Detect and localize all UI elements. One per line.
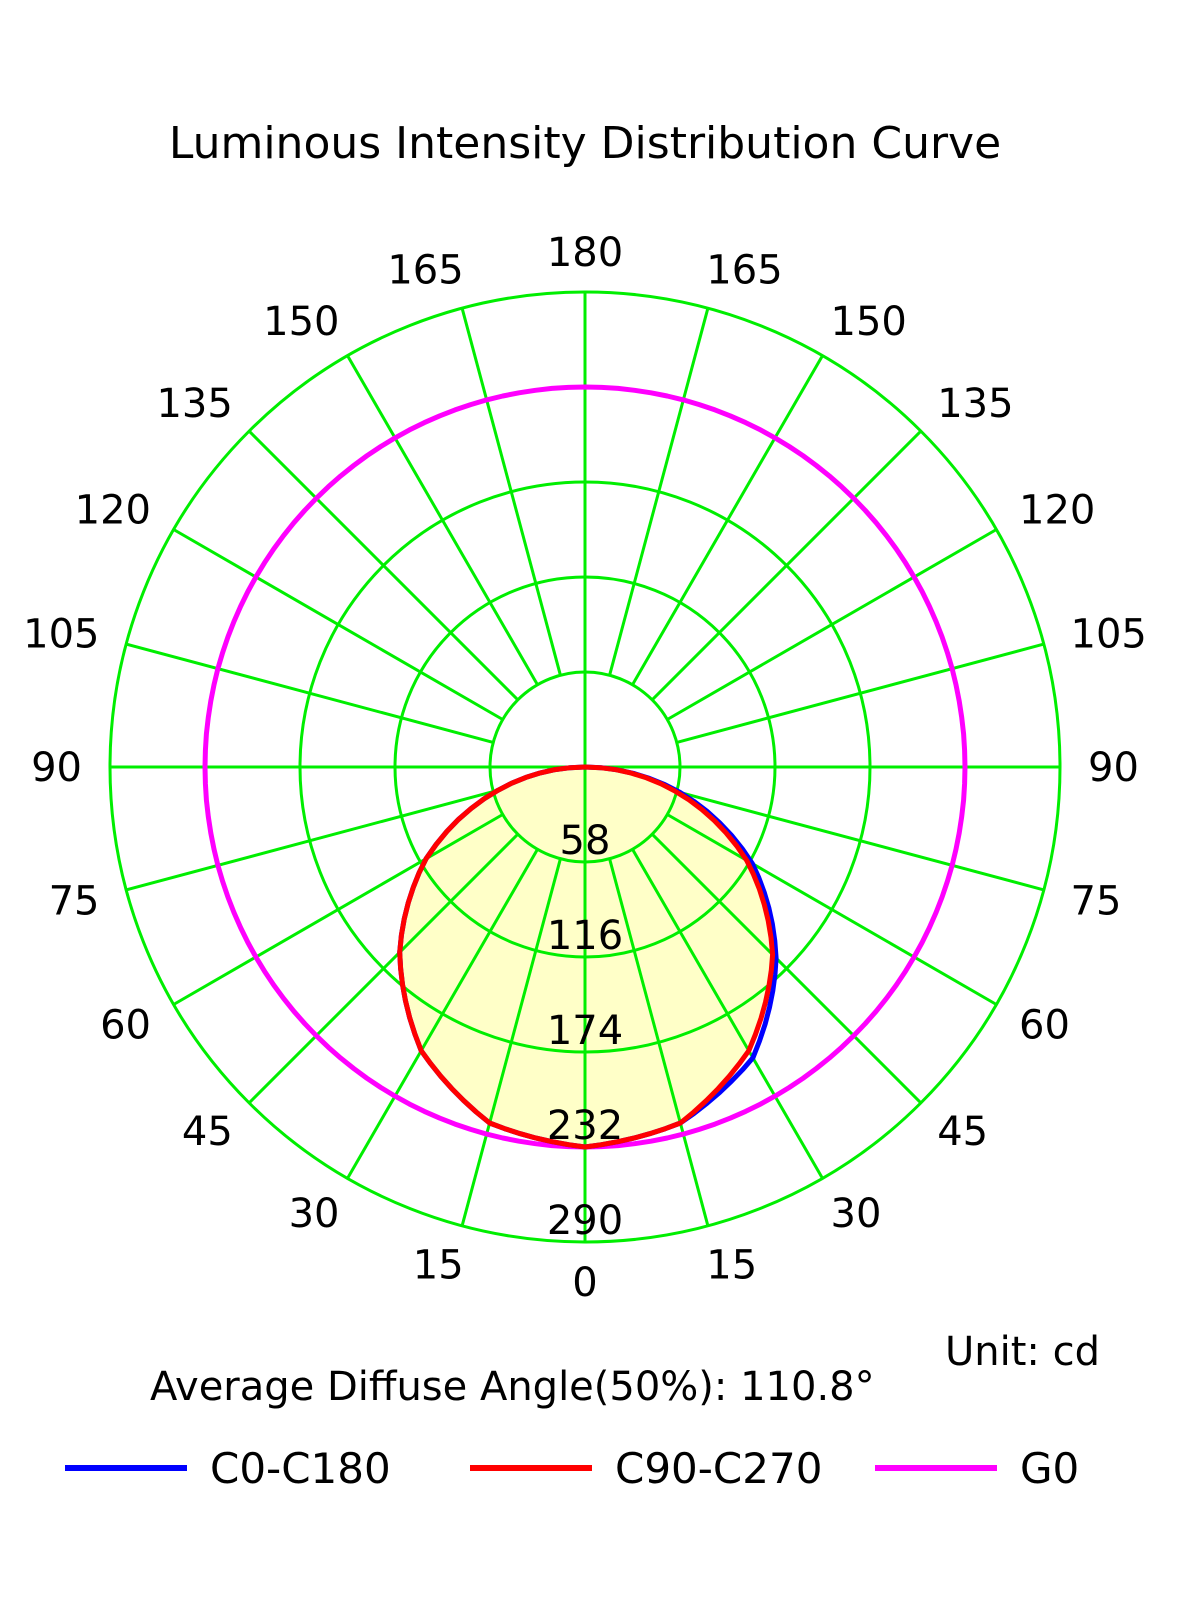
angle-label-left-135: 135 — [156, 381, 232, 427]
angle-label-right-75: 75 — [1071, 878, 1122, 924]
angle-label-left-120: 120 — [75, 488, 151, 534]
radial-tick-labels: 58 116 174 232 290 — [547, 818, 623, 1244]
grid-spoke-60-left — [172, 813, 504, 1006]
angle-label-right-60: 60 — [1019, 1003, 1070, 1049]
grid-spoke-120-right — [666, 528, 998, 721]
angle-label-right-45: 45 — [937, 1109, 988, 1155]
angle-label-left-75: 75 — [49, 878, 100, 924]
angle-label-right-120: 120 — [1019, 488, 1095, 534]
series-curves — [202, 384, 968, 1150]
angle-label-left-165: 165 — [387, 248, 463, 294]
angle-label-left-30: 30 — [289, 1191, 340, 1237]
angle-label-left-180: 180 — [547, 230, 623, 276]
angle-label-left-45: 45 — [182, 1109, 233, 1155]
legend-label-G0: G0 — [1020, 1444, 1079, 1493]
grid-spoke-15-left — [460, 858, 562, 1227]
angle-labels: 0 15 30 45 60 75 90 105 120 135 150 165 180 15 30 45 60 7… — [23, 230, 1147, 1306]
grid-spoke-30-right — [631, 848, 824, 1180]
average-diffuse-angle: Average Diffuse Angle(50%): 110.8° — [150, 1364, 875, 1410]
radial-tick-174: 174 — [547, 1008, 623, 1054]
grid-spoke-135-left — [248, 430, 519, 701]
radial-tick-116: 116 — [547, 913, 623, 959]
angle-label-right-135: 135 — [937, 381, 1013, 427]
series-C90-C270 — [397, 764, 776, 1150]
grid-spoke-150-right — [631, 354, 824, 686]
angle-label-left-60: 60 — [100, 1003, 151, 1049]
angle-label-right-165: 165 — [706, 248, 782, 294]
angle-label-right-105: 105 — [1071, 612, 1147, 658]
grid-spoke-105-right — [676, 642, 1045, 744]
angle-label-left-105: 105 — [23, 612, 99, 658]
angle-label-left-90: 90 — [31, 745, 82, 791]
grid-spoke-120-left — [172, 528, 504, 721]
legend-label-C0-C180: C0-C180 — [210, 1444, 391, 1493]
angle-label-right-30: 30 — [831, 1191, 882, 1237]
grid-spoke-165-right — [608, 307, 710, 676]
angle-label-left-0: 0 — [572, 1260, 597, 1306]
angle-label-right-150: 150 — [831, 299, 907, 345]
radial-tick-232: 232 — [547, 1103, 623, 1149]
grid-spoke-30-left — [346, 848, 539, 1180]
grid-spoke-45-right — [651, 833, 922, 1104]
grid-spoke-60-right — [666, 813, 998, 1006]
grid-spoke-75-left — [125, 790, 494, 892]
grid-spoke-135-right — [651, 430, 922, 701]
grid-spoke-15-right — [608, 858, 710, 1227]
angle-label-right-90: 90 — [1088, 745, 1139, 791]
grid-spoke-45-left — [248, 833, 519, 1104]
chart-title: Luminous Intensity Distribution Curve — [169, 118, 1001, 169]
legend-label-C90-C270: C90-C270 — [615, 1444, 822, 1493]
grid-spoke-165-left — [460, 307, 562, 676]
angle-label-right-15: 15 — [706, 1243, 757, 1289]
polar-grid — [108, 290, 1062, 1244]
grid-spoke-150-left — [346, 354, 539, 686]
grid-spoke-75-right — [676, 790, 1045, 892]
grid-spoke-105-left — [125, 642, 494, 744]
angle-label-left-150: 150 — [263, 299, 339, 345]
radial-tick-290: 290 — [547, 1198, 623, 1244]
unit-label: Unit: cd — [945, 1329, 1100, 1375]
angle-label-left-15: 15 — [413, 1243, 464, 1289]
radial-tick-58: 58 — [560, 818, 611, 864]
legend: C0-C180 C90-C270 G0 — [65, 1444, 1079, 1493]
